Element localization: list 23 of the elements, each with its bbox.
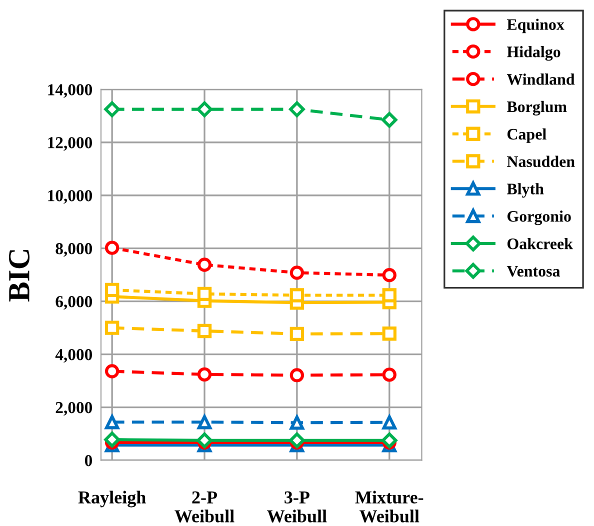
y-axis-title: BIC xyxy=(8,250,30,302)
y-tick-label: 4,000 xyxy=(55,349,92,363)
x-tick-label: Mixture- Weibull xyxy=(355,490,424,522)
x-tick-label: Rayleigh xyxy=(78,490,146,508)
y-tick-label: 2,000 xyxy=(56,402,92,416)
legend-label: Windland xyxy=(506,74,575,85)
y-tick-label: 0 xyxy=(84,454,92,466)
legend-label: Capel xyxy=(507,128,546,143)
x-tick-label: 3-P Weibull xyxy=(267,491,327,522)
legend-label: Ventosa xyxy=(506,266,560,277)
legend-label: Hidalgo xyxy=(506,46,560,61)
legend-label: Equinox xyxy=(506,18,564,34)
legend-label: Blyth xyxy=(506,183,544,198)
legend-label: Gorgonio xyxy=(507,210,571,226)
legend-label: Nasudden xyxy=(507,156,575,168)
legend-label: Oakcreek xyxy=(507,238,573,250)
y-tick-label: 6,000 xyxy=(56,296,92,310)
y-tick-label: 10,000 xyxy=(48,190,92,204)
legend-label: Borglum xyxy=(506,100,567,116)
y-tick-label: 8,000 xyxy=(56,243,92,257)
y-tick-label: 14,000 xyxy=(48,84,92,98)
y-tick-label: 12,000 xyxy=(48,137,92,151)
x-tick-label: 2-P Weibull xyxy=(174,491,234,522)
